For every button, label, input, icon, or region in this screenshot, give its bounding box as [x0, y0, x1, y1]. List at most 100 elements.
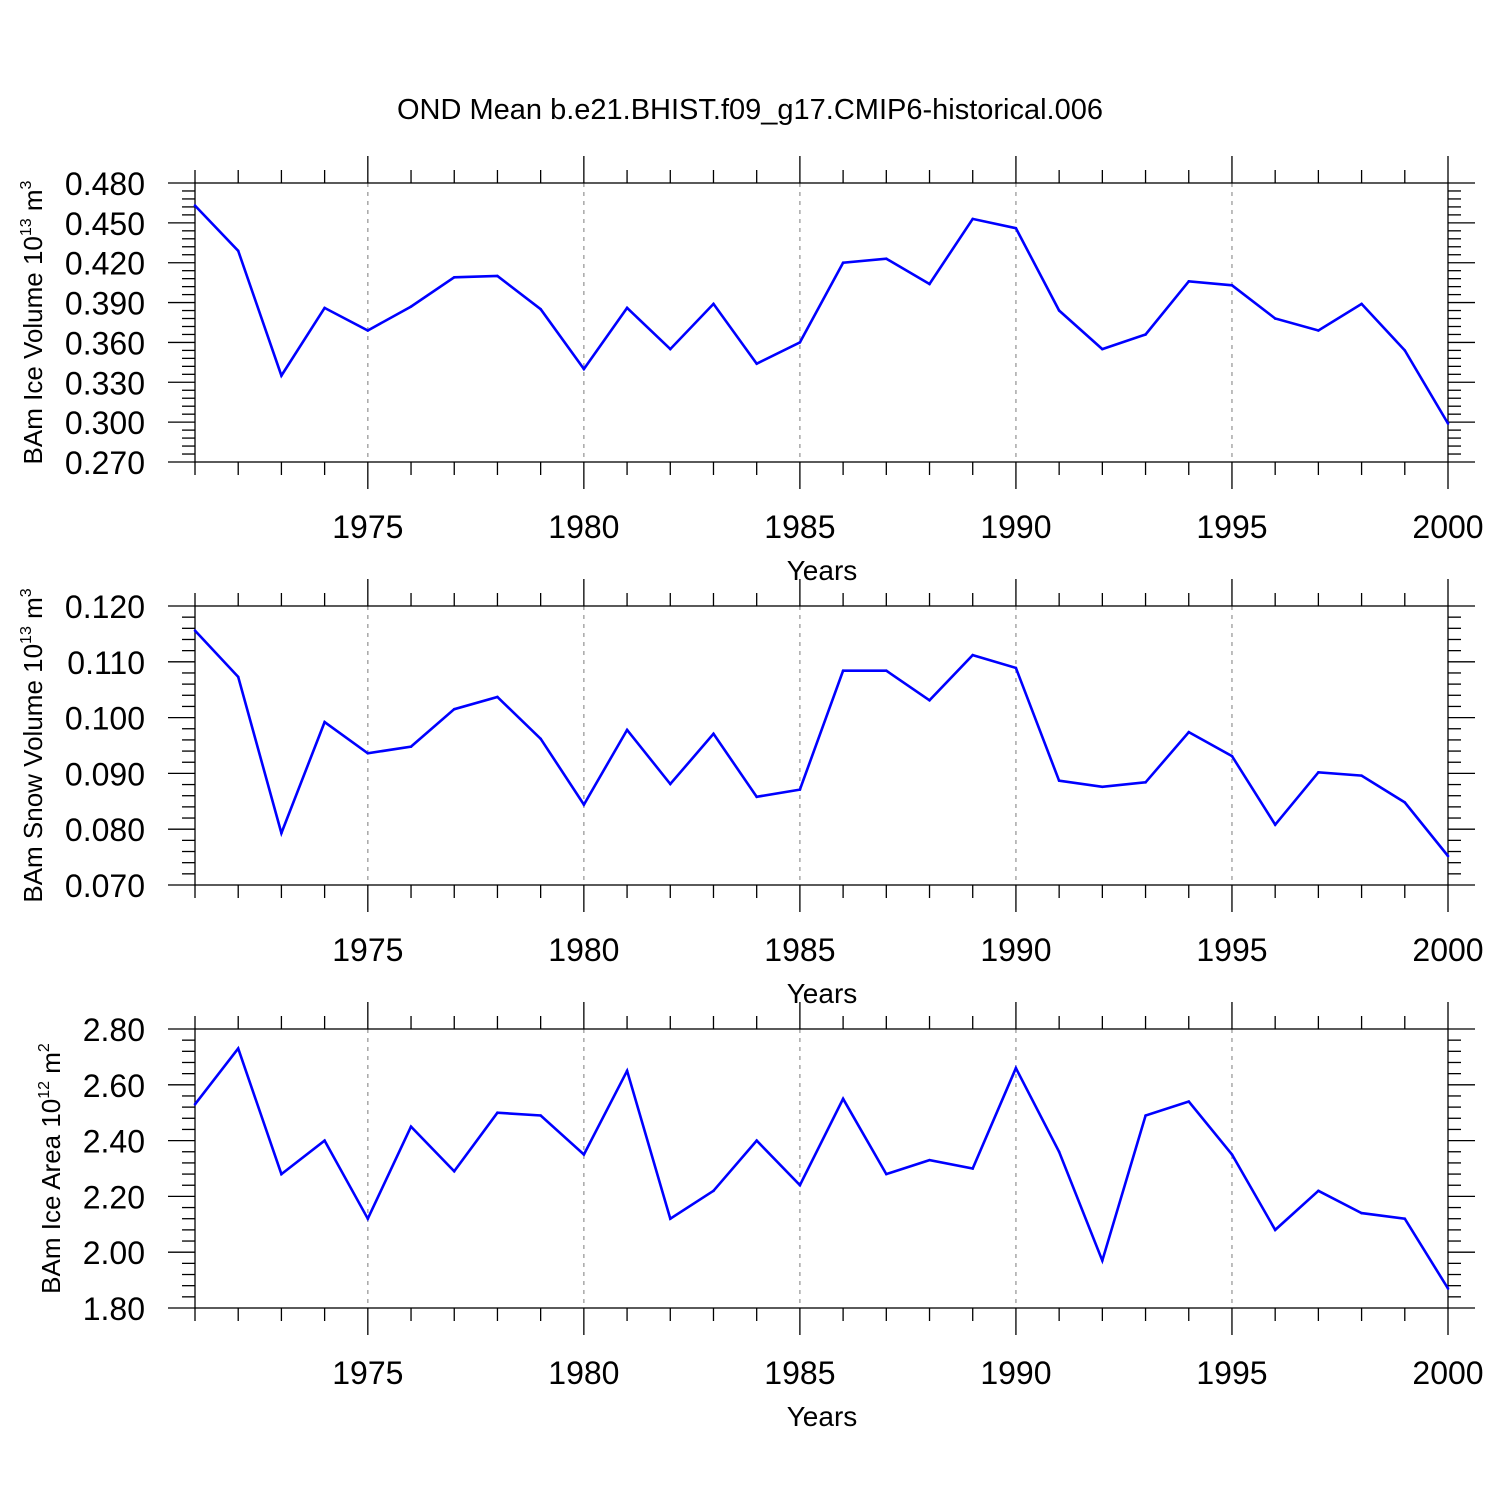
y-tick-label: 0.090: [65, 756, 145, 792]
data-point-1984: [755, 362, 758, 365]
x-tick-label-1975: 1975: [332, 932, 403, 968]
data-point-1971: [193, 629, 197, 632]
data-point-1977: [452, 276, 456, 279]
data-point-1986: [841, 669, 845, 673]
series-line: [194, 629, 1450, 857]
y-tick-label: 0.420: [65, 246, 145, 282]
data-point-1994: [1187, 280, 1191, 283]
data-point-1986: [841, 261, 845, 265]
data-point-1998: [1360, 1211, 1363, 1215]
data-point-1981: [625, 728, 629, 732]
x-tick-label-1995: 1995: [1196, 509, 1267, 545]
series-line: [194, 204, 1450, 425]
data-point-1988: [928, 1158, 931, 1162]
data-point-1989: [971, 217, 975, 221]
x-tick-label-2000: 2000: [1412, 509, 1483, 545]
x-tick-label-1980: 1980: [548, 1355, 619, 1391]
x-tick-label-2000: 2000: [1412, 1355, 1483, 1391]
x-tick-label-1975: 1975: [332, 1355, 403, 1391]
data-point-1981: [625, 1069, 629, 1073]
data-point-1987: [885, 669, 888, 673]
y-tick-label: 2.20: [83, 1179, 145, 1215]
data-point-1991: [1057, 309, 1061, 312]
data-point-1978: [496, 695, 499, 699]
data-point-1996: [1273, 823, 1277, 827]
x-tick-label-2000: 2000: [1412, 932, 1483, 968]
data-point-1974: [323, 720, 326, 724]
data-point-1985: [798, 341, 802, 344]
data-point-1980: [582, 803, 586, 806]
data-point-1988: [928, 282, 931, 286]
y-tick-label: 0.480: [65, 166, 145, 202]
data-point-1974: [323, 306, 326, 310]
data-point-1995: [1230, 1153, 1234, 1156]
data-point-1975: [366, 752, 370, 755]
y-tick-label: 0.120: [65, 589, 145, 625]
x-tick-label-1985: 1985: [764, 932, 835, 968]
data-point-1982: [668, 782, 672, 786]
data-point-1980: [582, 367, 586, 371]
x-tick-label-1995: 1995: [1196, 932, 1267, 968]
data-point-1994: [1187, 730, 1191, 734]
data-point-1981: [625, 306, 629, 310]
data-point-1999: [1403, 349, 1407, 352]
data-point-2000: [1446, 1287, 1450, 1290]
data-point-1992: [1101, 785, 1104, 789]
y-tick-label: 0.080: [65, 812, 145, 848]
data-point-1973: [280, 1172, 283, 1176]
x-tick-label-1975: 1975: [332, 509, 403, 545]
data-point-1995: [1230, 284, 1234, 287]
data-point-1980: [582, 1153, 586, 1156]
data-point-1996: [1273, 1228, 1277, 1232]
chart-title: OND Mean b.e21.BHIST.f09_g17.CMIP6-histo…: [397, 94, 1103, 126]
data-point-1993: [1144, 333, 1147, 336]
data-point-1993: [1144, 1114, 1147, 1117]
data-point-1997: [1317, 770, 1320, 774]
x-tick-label-1980: 1980: [548, 932, 619, 968]
y-tick-label: 2.80: [83, 1012, 145, 1048]
plot-frame: [194, 1028, 1449, 1309]
data-point-1992: [1101, 347, 1104, 351]
data-point-1988: [928, 699, 931, 702]
data-point-1972: [236, 675, 240, 679]
data-point-1992: [1101, 1259, 1104, 1262]
y-axis-label: BAm Ice Area 1012 m2: [36, 1043, 66, 1294]
data-point-1998: [1360, 774, 1363, 777]
data-point-1976: [409, 745, 413, 748]
data-point-1989: [971, 1167, 975, 1170]
data-point-1997: [1317, 1189, 1320, 1193]
data-point-1997: [1317, 329, 1320, 332]
y-axis-label: BAm Snow Volume 1013 m3: [18, 588, 48, 902]
data-point-1983: [712, 302, 715, 306]
chart-panel-2: 1975 1980 1985 1990 1995 2000 Years 0.070 0.080 0…: [18, 579, 1484, 1009]
data-point-1973: [280, 374, 283, 377]
data-point-1986: [841, 1097, 845, 1101]
plot-frame: [194, 182, 1449, 463]
data-point-1993: [1144, 781, 1147, 784]
data-point-1979: [539, 307, 542, 311]
data-point-1984: [755, 1139, 758, 1142]
data-point-1995: [1230, 754, 1234, 758]
data-point-1998: [1360, 302, 1363, 306]
y-tick-label: 0.110: [67, 645, 145, 681]
data-point-1999: [1403, 801, 1407, 804]
y-tick-label: 0.390: [65, 286, 145, 322]
data-point-1999: [1403, 1217, 1407, 1221]
y-tick-label: 0.100: [65, 701, 145, 737]
y-tick-label: 0.330: [65, 365, 145, 401]
data-point-1983: [712, 732, 715, 736]
data-point-1984: [755, 795, 758, 799]
data-point-1987: [885, 257, 888, 261]
chart-panel-3: 1975 1980 1985 1990 1995 2000 Years 1.80 2.00 2.2…: [36, 1002, 1484, 1432]
data-point-2000: [1446, 422, 1450, 425]
data-point-1972: [236, 249, 240, 253]
data-point-1975: [366, 329, 370, 332]
x-axis-label: Years: [787, 555, 858, 586]
data-point-1990: [1014, 1066, 1018, 1070]
x-tick-label-1990: 1990: [980, 932, 1051, 968]
y-tick-label: 2.60: [83, 1068, 145, 1104]
data-point-1979: [539, 737, 542, 741]
data-point-1977: [452, 1169, 456, 1173]
data-point-1974: [323, 1139, 326, 1142]
